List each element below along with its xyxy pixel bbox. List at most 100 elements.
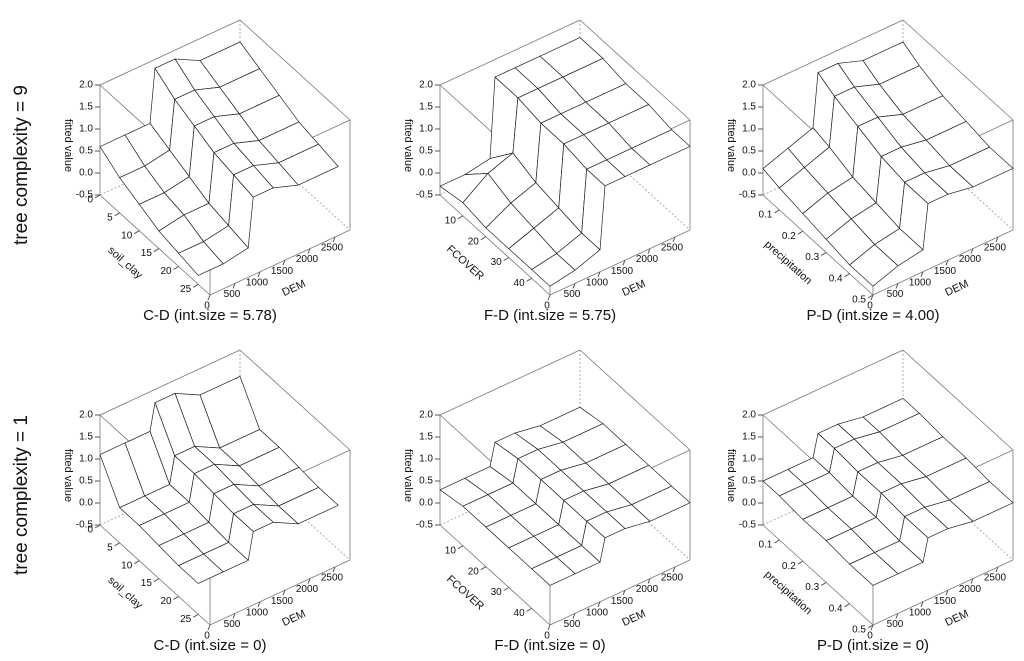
surface-cell — [531, 556, 576, 586]
x-tick — [503, 257, 510, 261]
y-tick-label: 2500 — [321, 573, 344, 584]
z-tick-label: 0.5 — [742, 146, 756, 157]
y-tick-label: 1000 — [246, 277, 269, 288]
y-tick — [995, 566, 999, 573]
box-edge — [762, 19, 904, 86]
surface-cell — [177, 241, 224, 276]
x-tick — [457, 215, 464, 220]
x-tick-label: 5 — [107, 542, 113, 553]
y-tick-label: 2500 — [984, 573, 1007, 584]
y-axis-label: DEM — [620, 608, 647, 629]
x-tick — [114, 212, 120, 217]
z-tick-label: -0.5 — [76, 520, 94, 531]
row-label: tree complexity = 9 — [11, 85, 32, 245]
z-tick-label: -0.5 — [76, 190, 94, 201]
x-tick-label: 30 — [491, 587, 503, 598]
y-tick — [332, 566, 336, 573]
z-tick-label: 0.0 — [79, 168, 93, 179]
z-tick-label: 1.0 — [419, 124, 433, 135]
y-tick-label: 1000 — [909, 607, 932, 618]
y-tick-label: 0 — [867, 631, 873, 642]
y-tick-label: 2500 — [984, 243, 1007, 254]
panel: -0.5 0.0 0.5 1.0 1.5 2.0 fitted value 0.1 0.2 0.3… — [725, 19, 1014, 324]
y-tick-label: 1000 — [586, 277, 609, 288]
y-tick — [232, 283, 236, 289]
z-tick-label: 0.5 — [79, 476, 93, 487]
z-tick-label: 0.0 — [79, 498, 93, 509]
z-tick-label: 1.5 — [79, 432, 93, 443]
y-tick-label: 500 — [564, 289, 581, 300]
x-tick — [867, 624, 874, 629]
x-tick-label: 0.3 — [805, 252, 819, 263]
box-edge — [209, 559, 351, 626]
x-tick-label: 0 — [87, 525, 93, 536]
z-tick-label: 1.5 — [419, 102, 433, 113]
x-tick-label: 0.1 — [758, 540, 772, 551]
x-tick-label: 0.2 — [782, 231, 796, 242]
y-tick — [597, 601, 601, 607]
z-tick-label: 1.0 — [419, 454, 433, 465]
z-tick-label: 0.0 — [419, 498, 433, 509]
y-tick-label: 500 — [224, 619, 241, 630]
y-tick — [307, 578, 311, 584]
y-axis-label: DEM — [280, 608, 307, 629]
box-edge — [762, 524, 874, 626]
z-tick-label: 2.0 — [79, 410, 93, 421]
y-tick — [257, 271, 261, 277]
y-tick-label: 2000 — [296, 584, 319, 595]
x-tick — [867, 294, 874, 299]
box-edge — [99, 349, 241, 416]
x-tick — [134, 560, 140, 565]
x-tick-label: 10 — [445, 545, 457, 556]
y-tick — [622, 589, 626, 596]
x-tick-label: 20 — [468, 566, 480, 577]
y-tick — [870, 294, 874, 301]
y-tick-label: 1000 — [586, 607, 609, 618]
z-tick-label: 0.0 — [742, 168, 756, 179]
z-axis-label: fitted value — [402, 119, 414, 172]
x-tick — [173, 265, 179, 270]
y-tick-label: 2000 — [959, 254, 982, 265]
y-tick-label: 1500 — [934, 266, 957, 277]
y-tick-label: 1000 — [246, 607, 269, 618]
z-tick-label: 1.5 — [79, 102, 93, 113]
y-tick-label: 1500 — [611, 266, 634, 277]
x-tick-label: 20 — [160, 596, 172, 607]
surface-cell — [849, 244, 899, 287]
z-tick-label: -0.5 — [739, 520, 757, 531]
z-tick-label: -0.5 — [739, 190, 757, 201]
y-axis-label: DEM — [943, 608, 970, 629]
x-tick-label: 0.2 — [782, 561, 796, 572]
y-tick-label: 1000 — [909, 277, 932, 288]
z-tick-label: 1.0 — [742, 454, 756, 465]
z-tick-label: 2.0 — [742, 410, 756, 421]
chart-title: C-D (int.size = 5.78) — [143, 307, 277, 324]
x-tick-label: 25 — [180, 284, 192, 295]
z-tick-label: 2.0 — [742, 80, 756, 91]
panel: -0.5 0.0 0.5 1.0 1.5 2.0 fitted value 0 5 10 15 20 2… — [62, 19, 351, 324]
z-tick-label: -0.5 — [416, 190, 434, 201]
x-axis-label: soil_clay — [105, 574, 145, 611]
x-tick — [457, 545, 464, 550]
x-tick-label: 5 — [107, 212, 113, 223]
y-tick-label: 500 — [887, 289, 904, 300]
y-tick-label: 2000 — [636, 254, 659, 265]
z-tick-label: 1.5 — [742, 102, 756, 113]
y-tick-label: 2500 — [321, 243, 344, 254]
z-tick-label: 1.0 — [79, 124, 93, 135]
x-tick — [797, 560, 804, 565]
y-tick — [257, 601, 261, 607]
y-tick-label: 0 — [867, 301, 873, 312]
y-tick — [597, 271, 601, 277]
x-axis-label: soil_clay — [105, 244, 145, 281]
z-tick-label: 0.0 — [742, 498, 756, 509]
y-tick-label: 1500 — [271, 266, 294, 277]
y-tick — [945, 259, 949, 266]
y-tick — [895, 283, 899, 289]
z-tick-label: 0.5 — [419, 146, 433, 157]
y-tick — [547, 294, 551, 301]
z-tick-label: 0.0 — [419, 168, 433, 179]
x-tick — [94, 194, 101, 199]
z-tick-label: 2.0 — [419, 410, 433, 421]
z-axis-label: fitted value — [62, 119, 74, 172]
